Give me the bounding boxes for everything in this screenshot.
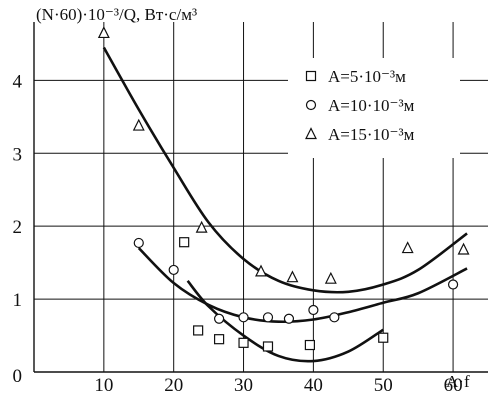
x-tick-label: 60 (444, 375, 463, 396)
x-tick-label: 40 (304, 375, 323, 396)
y-axis-label: (N·60)·10⁻³/Q, Вт·с/м³ (36, 5, 197, 24)
x-tick-label: 20 (164, 375, 183, 396)
x-tick-label: 30 (234, 375, 253, 396)
legend: A=5·10⁻³м A=10·10⁻³м A=15·10⁻³м (288, 58, 460, 158)
data-point-triangle (255, 264, 267, 277)
legend-marker-triangle (305, 127, 317, 140)
fit-curve-triangle (102, 46, 468, 294)
data-point-triangle (401, 241, 414, 254)
y-tick-label: 1 (13, 290, 23, 311)
data-point-circle (238, 312, 249, 323)
data-point-square (213, 334, 225, 345)
data-point-square (238, 337, 249, 348)
legend-label: A=15·10⁻³м (328, 125, 415, 144)
data-point-triangle (195, 220, 208, 233)
axes (33, 22, 488, 373)
data-point-triangle (132, 118, 145, 131)
fit-curve-circle (137, 247, 468, 324)
data-point-square (262, 341, 274, 352)
data-point-circle (447, 279, 459, 290)
data-point-circle (133, 237, 144, 249)
fit-curves (102, 46, 468, 363)
data-point-square (179, 237, 190, 248)
data-point-triangle (97, 26, 110, 39)
y-tick-label: 2 (13, 217, 23, 238)
legend-label: A=5·10⁻³м (328, 67, 406, 86)
data-point-circle (213, 313, 225, 324)
y-tick-labels: 0 1 2 3 4 (13, 71, 23, 387)
legend-marker-square (305, 70, 317, 82)
data-point-circle (308, 304, 319, 316)
y-tick-label: 4 (13, 71, 23, 92)
data-points (97, 26, 470, 352)
data-point-square (378, 332, 389, 343)
legend-background (288, 58, 460, 158)
x-axis-label: A·f (446, 372, 470, 391)
x-tick-label: 10 (94, 375, 113, 396)
x-tick-label: 50 (374, 375, 393, 396)
legend-label: A=10·10⁻³м (328, 96, 415, 115)
data-point-square (193, 325, 204, 336)
fit-curve-square (186, 280, 384, 363)
data-point-circle (262, 312, 274, 323)
data-point-circle (329, 312, 340, 323)
x-tick-labels: 10 20 30 40 50 60 (94, 375, 462, 396)
data-point-triangle (324, 271, 337, 284)
data-point-triangle (457, 242, 470, 255)
data-point-circle (168, 264, 179, 276)
legend-marker-circle (305, 99, 317, 111)
data-point-triangle (286, 270, 299, 283)
data-point-square (304, 339, 315, 351)
data-point-circle (283, 313, 295, 324)
y-tick-label: 3 (13, 144, 23, 165)
y-tick-label: 0 (13, 366, 23, 387)
